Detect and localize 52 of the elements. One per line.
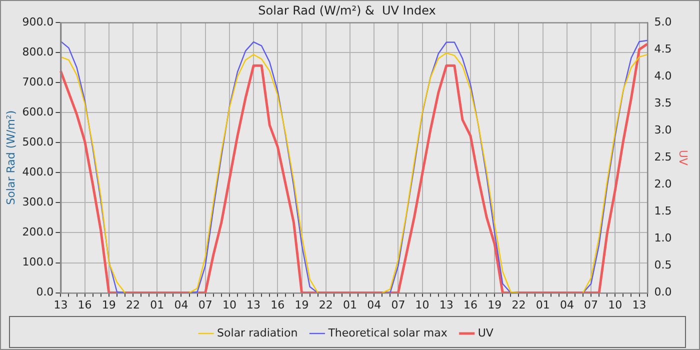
y-tick-label: 500.0 [22,135,54,148]
x-tick-label: 13 [54,298,68,312]
y2-tick-label: 3.5 [654,96,672,110]
y2-tick-label: 2.5 [654,150,672,164]
y2-tick-label: 4.5 [654,42,672,56]
x-tick-label: 07 [391,298,406,312]
x-tick-label: 04 [560,298,574,312]
x-tick-label: 10 [415,298,430,312]
x-tick-label: 22 [512,298,526,312]
y-tick-label: 100.0 [22,256,54,269]
legend-label: Solar radiation [217,326,298,340]
x-tick-label: 16 [464,298,478,312]
x-tick-label: 22 [318,298,333,312]
y2-tick-label: 2.0 [654,178,672,190]
x-tick-label: 01 [150,298,164,312]
y2-tick-label: 5.0 [654,15,672,28]
x-tick-label: 04 [174,298,188,312]
x-tick-label: 01 [342,298,357,312]
x-tick-label: 13 [632,298,646,312]
x-tick-label: 10 [222,298,236,312]
y-tick-label: 400.0 [22,165,54,178]
x-tick-label: 22 [126,298,140,312]
x-tick-label: 19 [488,298,502,312]
x-tick-label: 16 [78,298,92,312]
x-tick-label: 07 [584,298,598,312]
chart-title: Solar Rad (W/m²) & UV Index [258,3,436,18]
y-axis-title: Solar Rad (W/m²) [4,110,18,205]
y-tick-label: 200.0 [22,226,54,239]
y-tick-label: 0.0 [36,286,54,299]
y2-tick-label: 3.0 [654,123,672,136]
y2-tick-label: 0.0 [654,286,672,299]
y2-tick-label: 1.0 [654,232,672,245]
x-tick-label: 07 [198,298,212,312]
x-tick-label: 13 [439,298,454,312]
y2-tick-label: 0.5 [654,258,672,272]
y-tick-label: 900.0 [22,15,54,28]
x-tick-label: 01 [536,298,550,312]
y-tick-label: 800.0 [22,45,54,58]
x-tick-label: 19 [294,298,309,312]
y-tick-label: 600.0 [22,105,54,118]
legend-label: Theoretical solar max [327,326,448,340]
x-tick-label: 19 [102,298,116,312]
y2-axis-title: UV [676,150,690,166]
legend-label: UV [478,326,494,340]
y-tick-label: 300.0 [22,196,54,209]
x-tick-label: 13 [246,298,261,312]
y2-tick-label: 4.0 [654,69,672,82]
x-tick-label: 10 [608,298,622,312]
x-tick-label: 04 [367,298,382,312]
y2-tick-label: 1.5 [654,204,672,218]
y-tick-label: 700.0 [22,75,54,88]
x-tick-label: 16 [270,298,285,312]
